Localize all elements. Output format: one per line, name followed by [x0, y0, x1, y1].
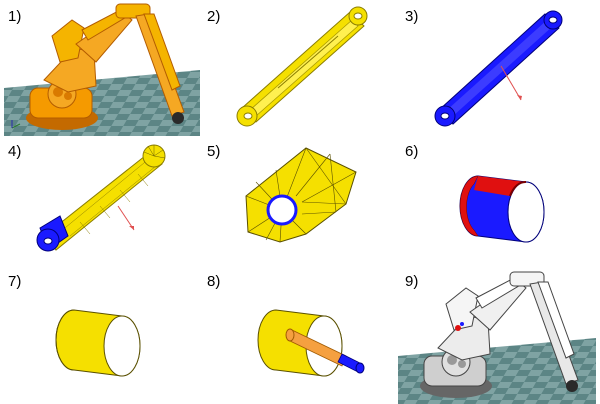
panel-5-label: 5): [207, 143, 221, 160]
hole-top: [353, 12, 363, 20]
panel-2-link-part: [236, 6, 368, 127]
panel-6-cylinder-colored: [459, 175, 545, 243]
panel-3-link-boundary: [434, 10, 563, 127]
end-effector: [566, 380, 578, 392]
panel-2-label: 2): [207, 8, 221, 25]
hole: [266, 194, 298, 226]
panel-8-label: 8): [207, 273, 221, 290]
panel-1-robot-scene: [4, 3, 200, 136]
panel-5-eye-mesh: [245, 147, 357, 243]
end-effector: [172, 112, 184, 124]
panel-8-cylinder-with-rod: [257, 309, 365, 377]
panel-9-robot-scene: [398, 271, 596, 404]
panel-6-label: 6): [405, 143, 419, 160]
panel-3-label: 3): [405, 8, 419, 25]
panel-4-label: 4): [8, 143, 22, 160]
hole-bottom: [243, 112, 253, 120]
panel-9-label: 9): [405, 273, 419, 290]
panel-7-label: 7): [8, 273, 22, 290]
panel-4-link-mesh: [36, 144, 166, 252]
load-arrow: [500, 65, 522, 101]
panel-7-cylinder: [55, 309, 141, 377]
panel-1-label: 1): [8, 8, 22, 25]
